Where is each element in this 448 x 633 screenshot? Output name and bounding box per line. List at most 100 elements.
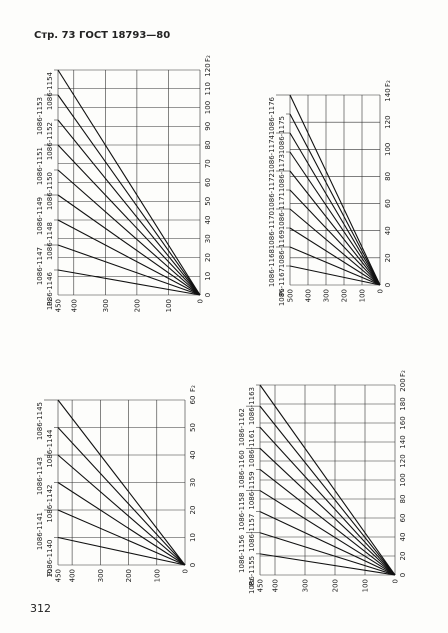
- p2-axis-label: P₂: [46, 569, 54, 576]
- f2-tick-label: 40: [189, 451, 197, 460]
- line-label: 1086-1156: [238, 534, 246, 573]
- line-label: 1086-1148: [46, 222, 54, 260]
- f2-tick-label: 120: [204, 63, 212, 76]
- line-label: 1086-1176: [268, 96, 276, 135]
- line-label: 1086-1152: [46, 122, 54, 160]
- curve-line: [259, 405, 396, 576]
- f2-tick-label: 110: [204, 82, 212, 95]
- f2-tick-label: 40: [399, 533, 407, 542]
- curve-line: [259, 511, 396, 576]
- p2-tick-label: 0: [392, 579, 400, 583]
- f2-tick-label: 40: [204, 216, 212, 225]
- f2-tick-label: 0: [204, 293, 212, 297]
- f2-tick-label: 140: [384, 88, 392, 101]
- line-label: 1086-1154: [46, 71, 54, 110]
- curve-line: [57, 219, 201, 296]
- line-label: 1086-1142: [46, 485, 54, 523]
- p2-tick-label: 100: [153, 569, 161, 582]
- f2-tick-label: 50: [189, 423, 197, 432]
- p2-tick-label: 400: [305, 289, 313, 302]
- chart: 0 10 20 30 40 50 60 70 80 90 100 110 120 0 100 200 300 40…: [36, 55, 212, 312]
- curve-line: [289, 189, 381, 286]
- curve-line: [57, 119, 201, 296]
- line-label: 1086-1163: [248, 387, 256, 425]
- f2-tick-label: 60: [204, 178, 212, 187]
- f2-tick-label: 120: [399, 454, 407, 467]
- f2-tick-label: 90: [204, 122, 212, 131]
- line-label: 1086-1147: [36, 247, 44, 285]
- f2-axis-label: F₂: [204, 55, 212, 62]
- curve-line: [259, 447, 396, 576]
- curve-line: [259, 553, 396, 576]
- curve-line: [289, 265, 381, 286]
- p2-tick-label: 0: [377, 289, 385, 293]
- f2-tick-label: 30: [204, 234, 212, 243]
- curve-line: [57, 69, 201, 296]
- p2-tick-label: 450: [257, 579, 265, 592]
- line-label: 1086-1146: [46, 271, 54, 310]
- p2-tick-label: 200: [332, 579, 340, 592]
- line-label: 1086-1172: [268, 173, 276, 211]
- line-label: 1086-1168: [268, 249, 276, 287]
- p2-tick-label: 200: [341, 289, 349, 302]
- p2-tick-label: 400: [69, 569, 77, 582]
- curve-line: [57, 536, 186, 566]
- curve-line: [57, 509, 186, 566]
- p2-tick-label: 400: [70, 299, 78, 312]
- f2-tick-label: 0: [399, 573, 407, 577]
- p2-tick-label: 100: [165, 299, 173, 312]
- line-label: 1086-1149: [36, 197, 44, 235]
- f2-axis-label: F₂: [189, 385, 197, 392]
- chart: 01020304050600100200300400450F₂P₂1086-11…: [36, 385, 197, 582]
- f2-tick-label: 0: [189, 563, 197, 567]
- line-label: 1086-1150: [46, 172, 54, 210]
- curve-line: [57, 194, 201, 296]
- p2-tick-label: 300: [97, 569, 105, 582]
- curve-line: [289, 227, 381, 286]
- f2-tick-label: 70: [204, 159, 212, 168]
- f2-tick-label: 10: [204, 272, 212, 281]
- line-label: 1086-1161: [248, 429, 256, 467]
- p2-tick-label: 450: [55, 299, 63, 312]
- curve-line: [57, 482, 186, 566]
- f2-tick-label: 50: [204, 197, 212, 206]
- curve-line: [289, 208, 381, 286]
- line-label: 1086-1158: [238, 493, 246, 531]
- line-label: 1086-1140: [46, 540, 54, 578]
- curve-line: [259, 469, 396, 576]
- curve-line: [259, 490, 396, 576]
- f2-tick-label: 120: [384, 115, 392, 128]
- line-label: 1086-1159: [248, 471, 256, 509]
- curve-line: [289, 151, 381, 286]
- line-label: 1086-1153: [36, 97, 44, 135]
- curve-line: [259, 532, 396, 576]
- f2-tick-label: 60: [399, 514, 407, 523]
- line-label: 1086-1162: [238, 408, 246, 446]
- f2-tick-label: 30: [189, 478, 197, 487]
- f2-tick-label: 40: [384, 226, 392, 235]
- f2-tick-label: 10: [189, 533, 197, 542]
- f2-tick-label: 180: [399, 397, 407, 410]
- line-label: 1086-1145: [36, 402, 44, 440]
- f2-tick-label: 140: [399, 435, 407, 448]
- f2-axis-label: F₂: [399, 370, 407, 377]
- f2-tick-label: 200: [399, 378, 407, 391]
- curve-line: [57, 454, 186, 566]
- line-label: 1086-1170: [268, 211, 276, 249]
- p2-tick-label: 450: [55, 569, 63, 582]
- p2-tick-label: 100: [362, 579, 370, 592]
- f2-tick-label: 160: [399, 416, 407, 429]
- line-label: 1086-1173: [278, 154, 286, 192]
- f2-tick-label: 20: [204, 253, 212, 262]
- curve-line: [57, 399, 186, 566]
- f2-tick-label: 20: [384, 253, 392, 262]
- p2-tick-label: 0: [197, 299, 205, 303]
- page-number: 312: [30, 602, 51, 615]
- curve-line: [259, 426, 396, 576]
- curve-line: [289, 113, 381, 286]
- f2-tick-label: 100: [384, 143, 392, 156]
- f2-tick-label: 80: [384, 172, 392, 181]
- p2-axis-label: P₂: [278, 289, 286, 296]
- line-label: 1086-1151: [36, 147, 44, 185]
- curve-line: [57, 427, 186, 566]
